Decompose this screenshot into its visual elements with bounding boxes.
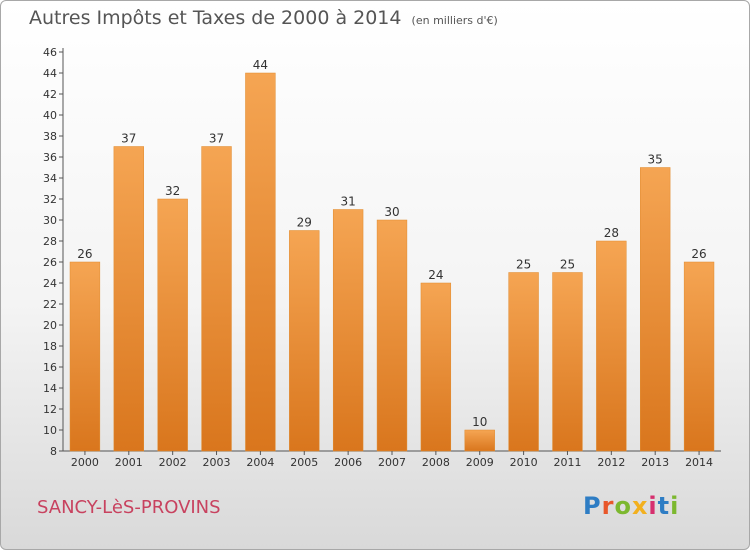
bar-2000 [69, 261, 101, 452]
logo-letter: t [657, 492, 671, 520]
logo-letter: P [583, 492, 602, 520]
y-tick-label: 8 [50, 445, 57, 458]
y-tick-label: 42 [43, 88, 57, 101]
bar-2012 [596, 240, 627, 452]
value-label-2002: 32 [165, 184, 180, 198]
value-label-2003: 37 [209, 132, 224, 146]
title-text: Autres Impôts et Taxes de 2000 à 2014 [29, 7, 402, 29]
y-tick-label: 30 [43, 214, 57, 227]
x-tick-label-2011: 2011 [553, 456, 581, 469]
bar-2007 [376, 219, 408, 452]
x-tick-label-2004: 2004 [246, 456, 274, 469]
bar-2006 [332, 209, 364, 452]
x-tick-label-2014: 2014 [685, 456, 713, 469]
value-label-2006: 31 [340, 195, 355, 209]
logo-letter: i [648, 492, 658, 520]
y-tick-label: 16 [43, 361, 57, 374]
value-label-2008: 24 [428, 268, 443, 282]
logo-letter: i [670, 492, 680, 520]
y-tick-label: 44 [43, 67, 57, 80]
bar-2003 [201, 146, 232, 452]
x-tick-label-2005: 2005 [290, 456, 318, 469]
logo-letter: r [601, 492, 615, 520]
value-label-2005: 29 [297, 216, 312, 230]
y-tick-label: 38 [43, 130, 57, 143]
y-tick-label: 34 [43, 172, 57, 185]
y-tick-label: 12 [43, 403, 57, 416]
x-tick-label-2009: 2009 [466, 456, 494, 469]
y-tick-label: 18 [43, 340, 57, 353]
x-tick-label-2008: 2008 [422, 456, 450, 469]
value-label-2012: 28 [604, 226, 619, 240]
value-label-2011: 25 [560, 258, 575, 272]
x-tick-label-2013: 2013 [641, 456, 669, 469]
value-label-2014: 26 [691, 247, 706, 261]
bar-2001 [113, 146, 144, 452]
x-tick-label-2006: 2006 [334, 456, 362, 469]
value-label-2007: 30 [384, 205, 399, 219]
bar-2013 [640, 167, 671, 452]
y-tick-label: 36 [43, 151, 57, 164]
commune-name: SANCY-LèS-PROVINS [37, 497, 221, 518]
bar-2004 [245, 72, 276, 452]
y-tick-label: 26 [43, 256, 57, 269]
value-label-2013: 35 [648, 153, 663, 167]
value-label-2010: 25 [516, 258, 531, 272]
value-label-2001: 37 [121, 132, 136, 146]
bar-2008 [420, 282, 452, 452]
y-tick-label: 10 [43, 424, 57, 437]
logo-letter: o [614, 492, 632, 520]
unit-label: (en milliers d'€) [411, 14, 498, 27]
x-tick-label-2001: 2001 [115, 456, 143, 469]
x-tick-label-2012: 2012 [597, 456, 625, 469]
y-tick-label: 40 [43, 109, 57, 122]
bar-2011 [552, 272, 583, 452]
bar-2010 [508, 272, 539, 452]
y-tick-label: 32 [43, 193, 57, 206]
x-tick-label-2003: 2003 [203, 456, 231, 469]
proxiti-logo: Proxiti [583, 492, 679, 520]
x-tick-label-2000: 2000 [71, 456, 99, 469]
y-tick-label: 20 [43, 319, 57, 332]
chart-title: Autres Impôts et Taxes de 2000 à 2014 (e… [29, 7, 498, 29]
bar-2005 [289, 230, 320, 452]
y-tick-label: 24 [43, 277, 57, 290]
y-tick-label: 28 [43, 235, 57, 248]
x-tick-label-2010: 2010 [510, 456, 538, 469]
y-tick-label: 22 [43, 298, 57, 311]
x-tick-label-2002: 2002 [159, 456, 187, 469]
value-label-2000: 26 [77, 247, 92, 261]
bar-2014 [683, 261, 715, 452]
logo-letter: x [631, 492, 649, 520]
x-tick-label-2007: 2007 [378, 456, 406, 469]
y-tick-label: 14 [43, 382, 57, 395]
bar-2002 [157, 198, 188, 452]
y-tick-label: 46 [43, 46, 57, 59]
value-label-2009: 10 [472, 415, 487, 429]
value-label-2004: 44 [253, 58, 268, 72]
bar-2009 [464, 429, 495, 452]
